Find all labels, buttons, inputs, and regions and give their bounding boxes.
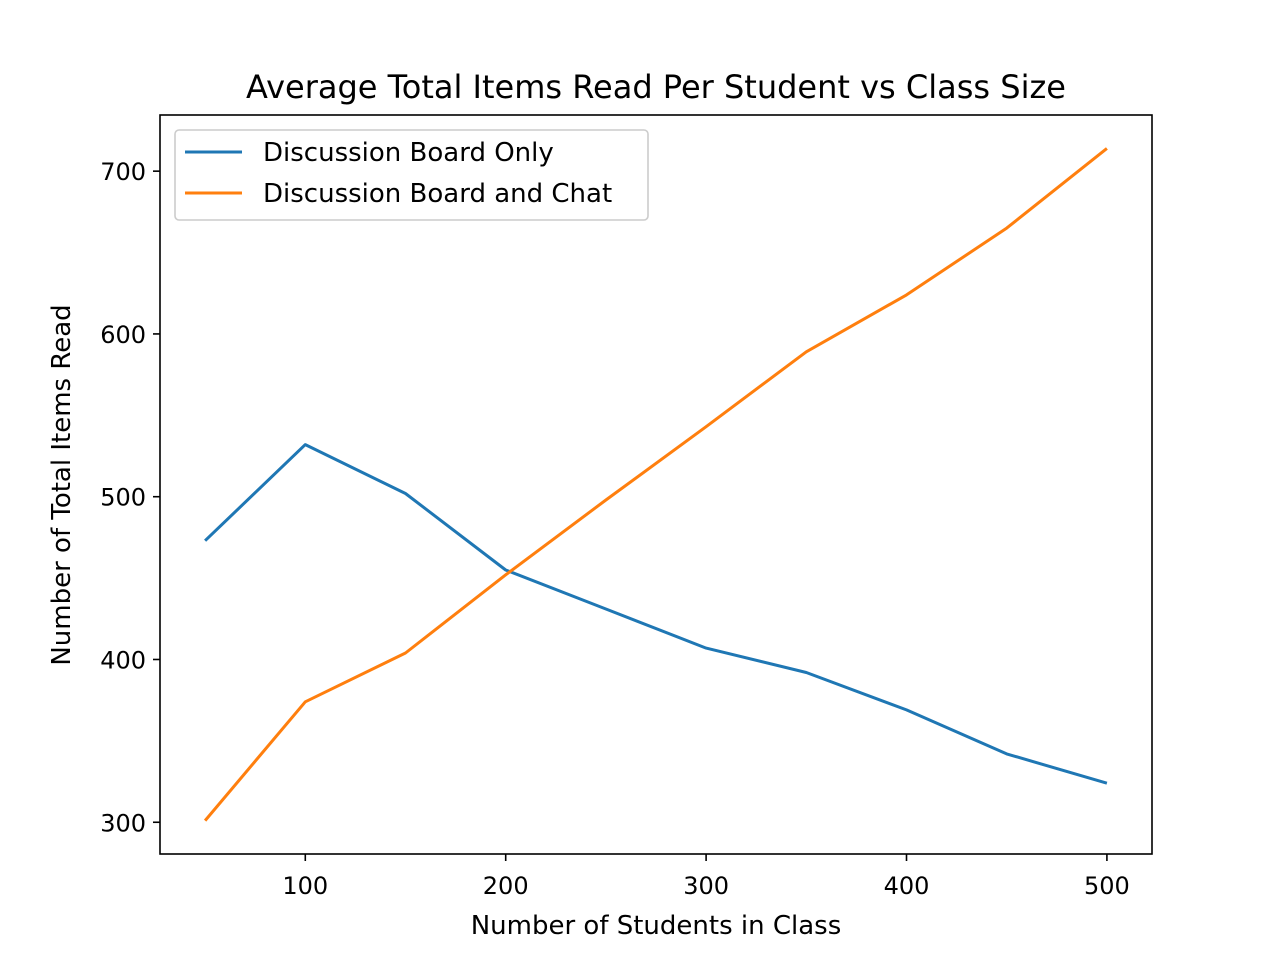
x-tick-label: 400 <box>884 872 930 900</box>
x-tick-label: 200 <box>483 872 529 900</box>
series-line-discussion-board-and-chat <box>203 147 1108 822</box>
y-tick-label: 700 <box>100 158 146 186</box>
plot-area <box>159 114 1153 855</box>
y-tick-label: 600 <box>100 321 146 349</box>
y-tick-label: 400 <box>100 646 146 674</box>
x-axis-label: Number of Students in Class <box>471 911 842 941</box>
chart-title: Average Total Items Read Per Student vs … <box>246 68 1066 106</box>
legend-box <box>174 129 649 221</box>
series-layer <box>203 147 1108 822</box>
x-tick-label: 300 <box>683 872 729 900</box>
y-tick-label: 500 <box>100 484 146 512</box>
y-axis: 300 400 500 600 700 <box>100 158 160 837</box>
x-tick-label: 100 <box>282 872 328 900</box>
legend-label-discussion-board-and-chat: Discussion Board and Chat <box>263 179 612 209</box>
y-axis-label: Number of Total Items Read <box>47 304 77 665</box>
legend-label-discussion-board-only: Discussion Board Only <box>263 138 554 168</box>
legend: Discussion Board Only Discussion Board a… <box>174 129 649 221</box>
x-axis: 100 200 300 400 500 <box>282 854 1130 900</box>
x-tick-label: 500 <box>1084 872 1130 900</box>
series-line-discussion-board-only <box>204 443 1108 785</box>
y-tick-label: 300 <box>100 809 146 837</box>
